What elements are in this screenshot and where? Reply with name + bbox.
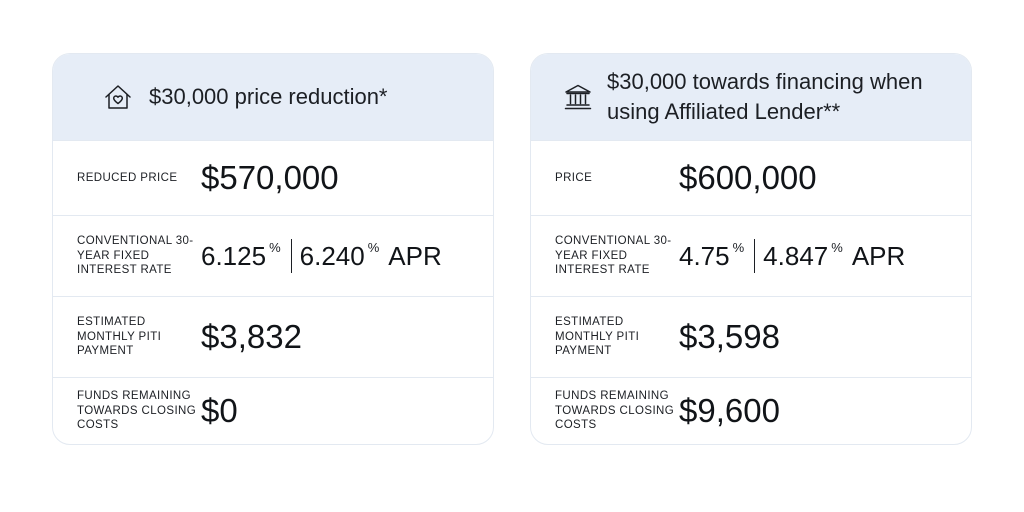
apr-label: APR [851,240,906,271]
card-header: $30,000 price reduction* [53,54,493,141]
interest-rate-value: 6.125 % 6.240 % APR [201,239,442,273]
monthly-payment-value: $3,598 [679,318,780,355]
monthly-payment-row: ESTIMATED MONTHLY PITI PAYMENT $3,598 [531,297,971,378]
interest-rate-row: CONVENTIONAL 30-YEAR FIXED INTEREST RATE… [53,216,493,297]
row-label: FUNDS REMAINING TOWARDS CLOSING COSTS [77,390,197,432]
row-label: PRICE [555,171,593,184]
apr-label: APR [388,240,442,271]
rate-number: 4.75 [679,240,730,271]
reduced-price-row: REDUCED PRICE $570,000 [53,141,493,216]
price-row: PRICE $600,000 [531,141,971,216]
apr-percent-sign: % [831,239,843,255]
closing-costs-value: $9,600 [679,392,780,429]
closing-costs-value: $0 [201,392,238,429]
closing-costs-row: FUNDS REMAINING TOWARDS CLOSING COSTS $9… [531,378,971,444]
row-label: ESTIMATED MONTHLY PITI PAYMENT [555,316,640,358]
interest-rate-value: 4.75 % 4.847 % APR [679,239,905,273]
reduced-price-value: $570,000 [201,159,339,196]
rate-percent-sign: % [732,239,745,255]
rate-percent-sign: % [269,239,281,255]
row-label: CONVENTIONAL 30-YEAR FIXED INTEREST RATE [555,235,672,277]
bank-icon [563,82,593,112]
monthly-payment-row: ESTIMATED MONTHLY PITI PAYMENT $3,832 [53,297,493,378]
card-title: $30,000 towards financing when using Aff… [607,69,923,124]
rate-divider [290,239,292,273]
monthly-payment-value: $3,832 [201,318,302,355]
rate-number: 6.125 [201,240,267,271]
financing-card: $30,000 towards financing when using Aff… [530,53,972,445]
row-label: REDUCED PRICE [77,171,178,184]
rate-divider [754,239,756,273]
card-title: $30,000 price reduction* [149,84,388,109]
interest-rate-row: CONVENTIONAL 30-YEAR FIXED INTEREST RATE… [531,216,971,297]
apr-number: 6.240 [299,240,365,271]
house-heart-icon [103,82,133,112]
card-header: $30,000 towards financing when using Aff… [531,54,971,141]
closing-costs-row: FUNDS REMAINING TOWARDS CLOSING COSTS $0 [53,378,493,444]
apr-percent-sign: % [367,239,380,255]
price-reduction-card: $30,000 price reduction* REDUCED PRICE $… [52,53,494,445]
row-label: CONVENTIONAL 30-YEAR FIXED INTEREST RATE [77,235,194,277]
row-label: FUNDS REMAINING TOWARDS CLOSING COSTS [555,390,675,432]
row-label: ESTIMATED MONTHLY PITI PAYMENT [77,316,162,358]
price-value: $600,000 [679,159,817,196]
apr-number: 4.847 [763,240,829,271]
